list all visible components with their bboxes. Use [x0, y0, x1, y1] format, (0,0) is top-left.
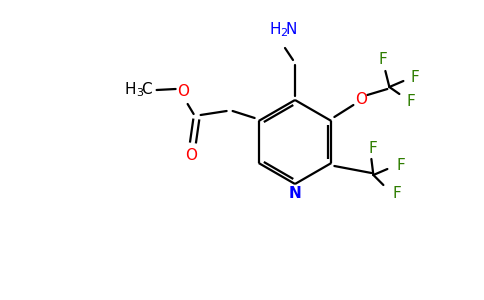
Text: N: N [288, 185, 302, 200]
Text: O: O [177, 83, 189, 98]
Text: H: H [269, 22, 281, 38]
Text: F: F [369, 140, 378, 155]
Text: C: C [141, 82, 152, 97]
Text: F: F [411, 70, 420, 85]
Text: F: F [397, 158, 406, 172]
Text: F: F [393, 185, 402, 200]
Text: O: O [355, 92, 367, 106]
Text: F: F [379, 52, 388, 68]
Text: F: F [407, 94, 416, 109]
Text: 3: 3 [136, 88, 143, 98]
Text: O: O [184, 148, 197, 164]
Text: N: N [285, 22, 297, 38]
Text: 2: 2 [280, 28, 287, 38]
Text: H: H [125, 82, 136, 97]
